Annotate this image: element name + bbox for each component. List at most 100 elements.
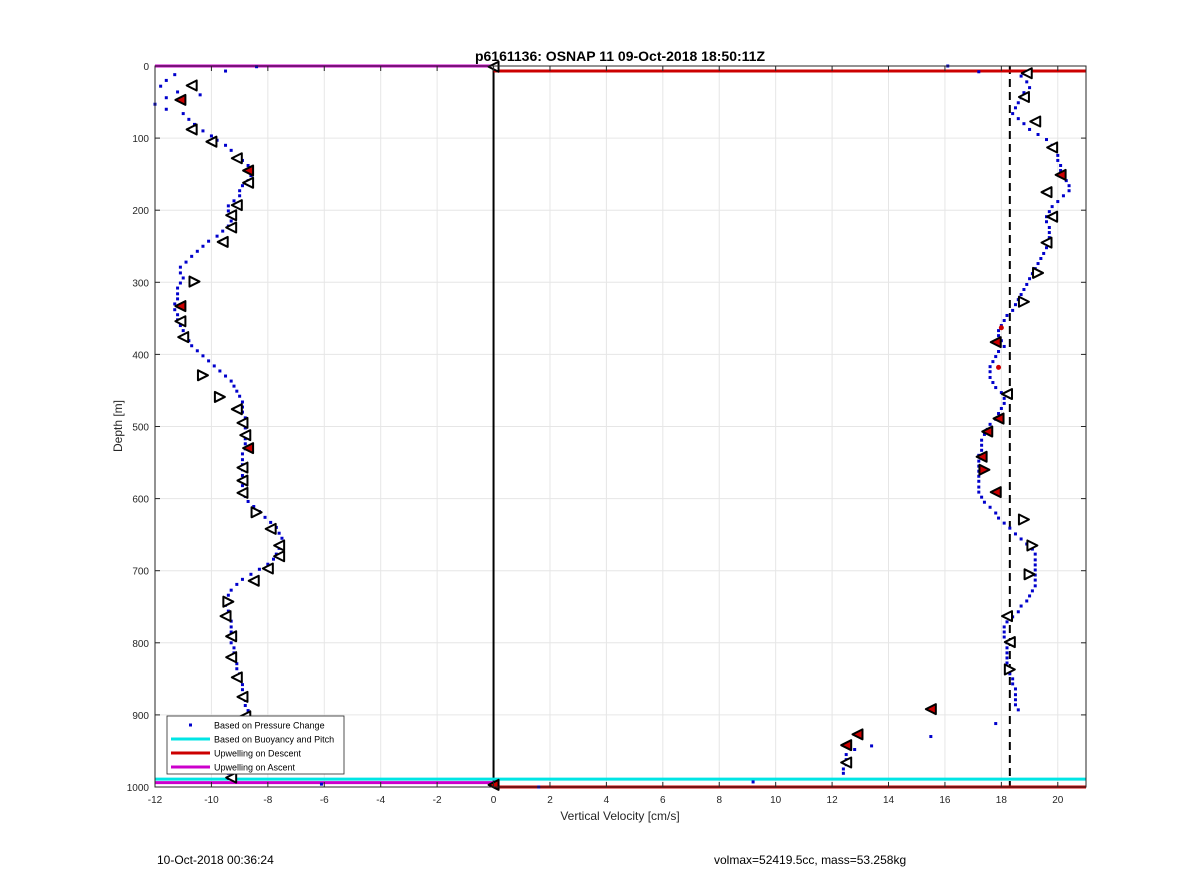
legend-label: Upwelling on Ascent [214,763,296,773]
buoyancy-marker [174,315,187,328]
buoyancy-marker [1020,67,1033,80]
pressure-point [238,194,242,198]
pressure-point [173,302,177,306]
pressure-point [870,744,874,748]
buoyancy-marker [1040,236,1053,249]
pressure-point [178,265,182,269]
buoyancy-marker [230,403,243,416]
grid [154,65,1086,788]
pressure-point [229,630,233,634]
buoyancy-marker [213,390,226,403]
pressure-point [164,78,168,82]
pressure-point [190,344,194,348]
pressure-point [1013,693,1017,697]
pressure-point [1013,532,1017,536]
y-axis-label: Depth [m] [111,400,125,452]
pressure-point [1045,220,1049,224]
pressure-point [1045,138,1049,142]
pressure-point [1056,153,1060,157]
pressure-point [201,354,205,358]
x-tick-label: 6 [660,795,666,806]
pressure-point [178,324,182,328]
pressure-point [929,735,933,739]
pressure-point [232,384,236,388]
pressure-point [1022,91,1026,95]
pressure-point [1056,158,1060,162]
pressure-point [999,406,1003,410]
legend-label: Upwelling on Descent [214,749,302,759]
pressure-point [235,582,239,586]
pressure-point [1059,169,1063,173]
upwelling-descent-point [996,364,1002,370]
pressure-point [235,667,239,671]
buoyancy-marker [264,522,277,535]
pressure-point [1047,226,1051,230]
pressure-point [226,593,230,597]
pressure-point [243,416,247,420]
pressure-point [280,536,284,540]
pressure-point [1050,205,1054,209]
buoyancy-marker [978,463,991,476]
pressure-point [1016,117,1020,121]
pressure-point [1022,288,1026,292]
buoyancy-marker [989,486,1002,499]
pressure-point [181,329,185,333]
pressure-point [1028,594,1032,598]
upwelling-descent-point [998,325,1004,331]
pressure-point [277,531,281,535]
buoyancy-marker [222,595,235,608]
pressure-point [1028,127,1032,131]
buoyancy-marker [840,756,853,769]
pressure-point [229,641,233,645]
pressure-point [1008,526,1012,530]
pressure-point [184,260,188,264]
pressure-point [977,479,981,483]
pressure-point [1011,308,1015,312]
pressure-point [1019,74,1023,78]
buoyancy-marker [1003,636,1016,649]
pressure-point [257,567,261,571]
buoyancy-marker [188,275,201,288]
pressure-point [999,391,1003,395]
pressure-point [1013,698,1017,702]
x-tick-label: -2 [433,795,442,806]
pressure-point [212,364,216,368]
pressure-point [164,96,168,100]
axis-ticks: -12 -10 -8 -6 -4 -2 0 2 4 6 8 10 12 14 16 18 20010020030… [127,62,1086,806]
pressure-point [178,271,182,275]
pressure-point [266,562,270,566]
buoyancy-marker [247,574,260,587]
pressure-point [159,84,163,88]
pressure-point [1039,257,1043,261]
pressure-point [229,625,233,629]
pressure-point [240,577,244,581]
pressure-point [240,400,244,404]
pressure-point [1025,282,1029,286]
buoyancy-marker [1032,266,1045,279]
buoyancy-marker [840,739,853,752]
pressure-point [195,249,199,253]
pressure-point [240,458,244,462]
buoyancy-marker [242,442,255,455]
pressure-point [1016,101,1020,105]
pressure-point [980,448,984,452]
legend-label: Based on Buoyancy and Pitch [214,735,334,745]
pressure-point [176,90,180,94]
pressure-point [207,239,211,243]
pressure-point [1011,677,1015,681]
pressure-point [1025,80,1029,84]
buoyancy-marker [236,416,249,429]
x-tick-label: 8 [716,795,722,806]
buoyancy-marker [924,703,937,716]
pressure-point [1013,703,1017,707]
pressure-point [1005,656,1009,660]
pressure-point [1011,682,1015,686]
pressure-point [1028,86,1032,90]
buoyancy-marker [273,539,286,552]
buoyancy-marker [230,199,243,212]
pressure-point [994,355,998,359]
pressure-point [1056,200,1060,204]
pressure-point [1013,106,1017,110]
pressure-point [176,313,180,317]
